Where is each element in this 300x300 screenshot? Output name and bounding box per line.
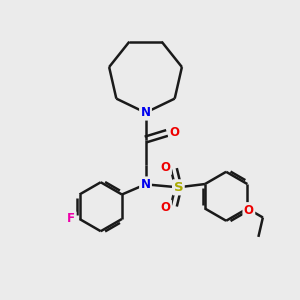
Text: O: O [160, 201, 170, 214]
Text: F: F [67, 212, 75, 226]
Text: O: O [244, 203, 254, 217]
Text: O: O [169, 127, 179, 140]
Text: N: N [140, 178, 151, 191]
Text: S: S [174, 181, 183, 194]
Text: N: N [140, 106, 151, 119]
Text: O: O [160, 161, 170, 174]
